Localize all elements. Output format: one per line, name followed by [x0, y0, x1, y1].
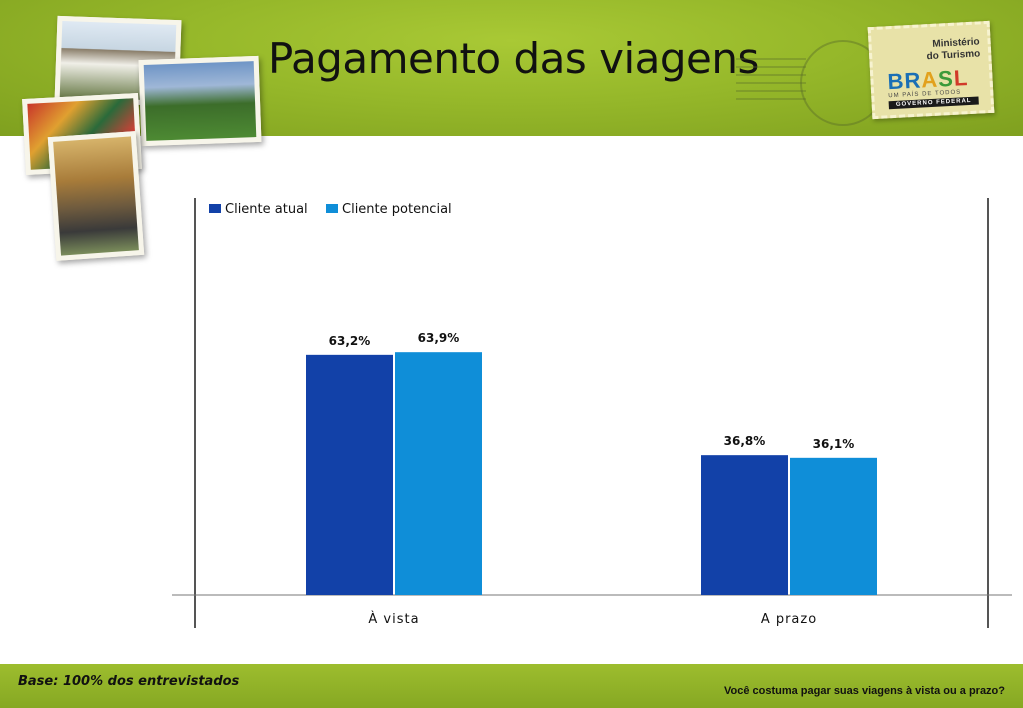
bar-2-1 — [701, 455, 788, 595]
postmark-lines — [736, 52, 806, 104]
legend-swatch-2 — [326, 204, 338, 213]
chart-legend: Cliente atual Cliente potencial — [209, 202, 452, 217]
legend-label-2: Cliente potencial — [342, 202, 452, 217]
bar-1-1 — [306, 354, 393, 595]
footer-band: Base: 100% dos entrevistados Você costum… — [0, 664, 1023, 708]
page-title: Pagamento das viagens — [268, 34, 759, 83]
bar-2-2 — [790, 457, 877, 595]
base-note: Base: 100% dos entrevistados — [18, 674, 240, 689]
bar-1-2 — [395, 352, 482, 595]
data-label-1-1: 63,2% — [329, 334, 371, 348]
category-label-2: A prazo — [761, 612, 817, 627]
legend-swatch-1 — [209, 204, 221, 213]
data-label-1-2: 63,9% — [418, 331, 460, 345]
data-label-2-2: 36,1% — [813, 437, 855, 451]
legend-label-1: Cliente atual — [225, 202, 308, 217]
data-label-2-1: 36,8% — [724, 434, 766, 448]
category-label-1: À vista — [368, 611, 419, 627]
chart-bars: 63,2% 63,9% À vista 36,8% 36,1% A prazo — [306, 331, 877, 627]
survey-question: Você costuma pagar suas viagens à vista … — [723, 685, 1005, 697]
